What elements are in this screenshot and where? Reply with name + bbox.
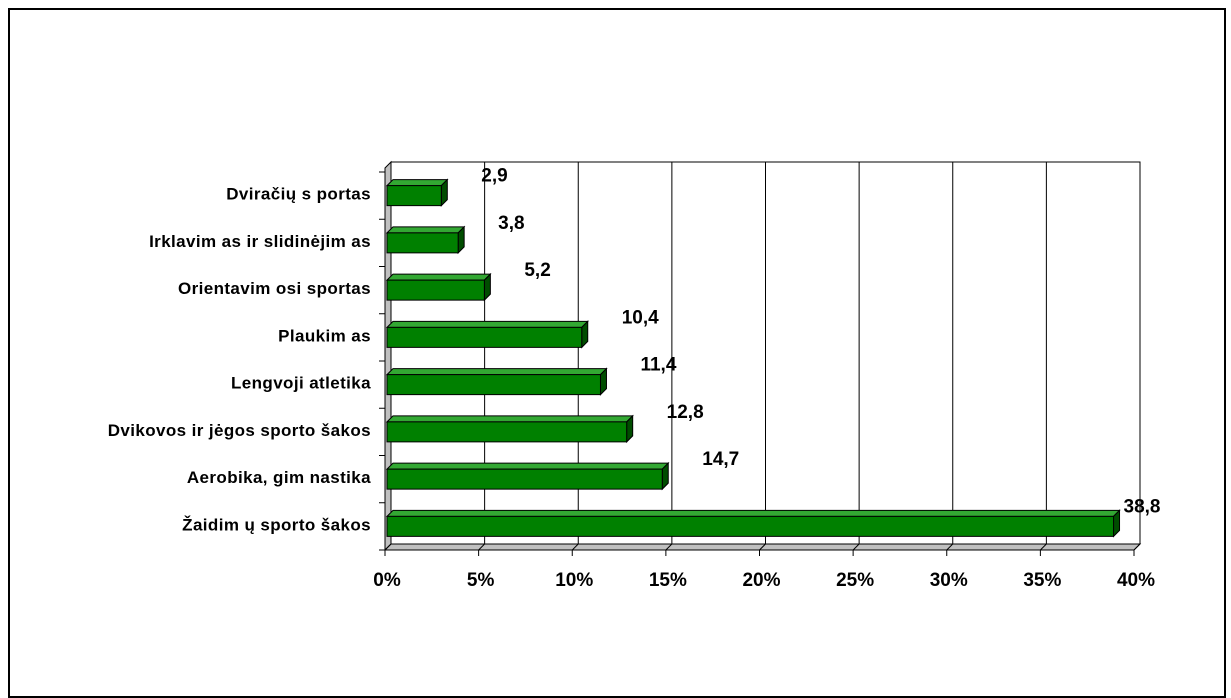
bar: [386, 468, 663, 490]
data-label: 11,4: [640, 355, 676, 376]
bar: [386, 515, 1115, 537]
data-label: 38,8: [1124, 496, 1161, 517]
data-label: 3,8: [498, 213, 524, 234]
bar: [386, 421, 628, 443]
x-tick-label: 15%: [649, 570, 687, 591]
bar-top: [385, 368, 608, 376]
x-tick-label: 35%: [1023, 570, 1061, 591]
bar-top: [385, 273, 492, 281]
gridline-floor: [946, 543, 954, 551]
bar-top: [385, 509, 1121, 517]
category-label: Aerobika, gim nastika: [187, 468, 371, 487]
x-tick-label: 20%: [742, 570, 780, 591]
gridline-floor: [384, 543, 392, 551]
bar: [386, 185, 442, 207]
data-label: 5,2: [524, 260, 550, 281]
category-label: Lengvoji atletika: [231, 374, 371, 393]
gridline-floor: [571, 543, 579, 551]
data-label: 10,4: [622, 307, 659, 328]
category-label: Žaidim ų sporto šakos: [182, 515, 371, 534]
category-label: Dvikovos ir jėgos sporto šakos: [108, 421, 371, 440]
x-tick-label: 10%: [555, 570, 593, 591]
data-label: 14,7: [702, 449, 739, 470]
gridline-floor: [852, 543, 860, 551]
bar: [386, 374, 601, 396]
bar-top: [385, 226, 466, 234]
category-label: Irklavim as ir slidinėjim as: [149, 232, 371, 251]
bar-top: [385, 179, 449, 187]
x-tick-label: 40%: [1117, 570, 1155, 591]
gridline-floor: [478, 543, 485, 551]
x-tick-label: 30%: [930, 570, 968, 591]
bar: [386, 326, 583, 348]
gridline-floor: [665, 543, 673, 551]
x-tick-label: 0%: [373, 570, 401, 591]
x-tick-label: 5%: [467, 570, 495, 591]
category-label: Dviračių s portas: [226, 185, 371, 204]
bar-top: [385, 462, 670, 470]
gridline-floor: [1040, 543, 1047, 551]
bar: [386, 279, 485, 301]
category-label: Orientavim osi sportas: [178, 279, 371, 298]
data-label: 2,9: [481, 166, 507, 187]
category-label: Plaukim as: [278, 326, 371, 345]
bar-top: [385, 320, 589, 328]
plot-side-wall: [384, 160, 392, 552]
bar-top: [385, 415, 634, 423]
bar: [386, 232, 459, 254]
data-label: 12,8: [667, 402, 704, 423]
gridline-floor: [1133, 543, 1141, 551]
gridline-floor: [759, 543, 766, 551]
x-tick-label: 25%: [836, 570, 874, 591]
